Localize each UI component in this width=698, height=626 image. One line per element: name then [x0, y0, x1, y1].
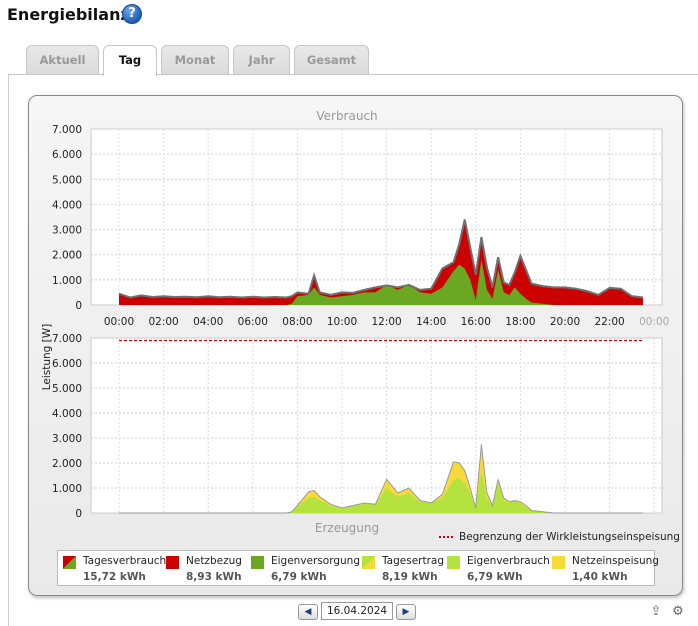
y-tick-label: 7.000	[52, 333, 82, 345]
legend-label: Eigenversorgung	[271, 555, 360, 567]
line-tagesverbrauch	[118, 219, 644, 299]
y-tick-label: 4.000	[52, 199, 82, 211]
export-icon[interactable]: ⇪	[650, 604, 662, 619]
gear-icon[interactable]: ⚙	[672, 604, 684, 619]
y-tick-label: 6.000	[52, 358, 82, 370]
arrow-right-icon: ▶	[402, 607, 410, 617]
next-day-button[interactable]: ▶	[396, 604, 416, 620]
tab-tag[interactable]: Tag	[103, 45, 157, 76]
y-tick-label: 5.000	[52, 383, 82, 395]
x-tick-label: 18:00	[505, 316, 535, 328]
legend-label: Netzbezug	[186, 555, 242, 567]
legend-swatch	[166, 556, 179, 569]
legend-value: 6,79 kWh	[271, 571, 327, 583]
y-tick-label: 1.000	[52, 275, 82, 287]
arrow-left-icon: ◀	[304, 607, 312, 617]
legend-label: Netzeinspeisung	[572, 555, 659, 567]
legend-value: 8,93 kWh	[186, 571, 242, 583]
area-eigenversorgung	[119, 259, 644, 305]
legend-value: 1,40 kWh	[572, 571, 628, 583]
x-tick-label: 06:00	[238, 316, 268, 328]
legend-label: Eigenverbrauch	[467, 555, 550, 567]
y-tick-label: 7.000	[52, 124, 82, 136]
x-tick-label: 20:00	[550, 316, 580, 328]
plot-area	[90, 128, 663, 306]
x-tick-label: 14:00	[416, 316, 446, 328]
legend-swatch	[447, 556, 460, 569]
legend-value: 8,19 kWh	[382, 571, 438, 583]
legend-value: 15,72 kWh	[83, 571, 146, 583]
y-tick-label: 5.000	[52, 174, 82, 186]
x-tick-label: 16:00	[461, 316, 491, 328]
tab-gesamt[interactable]: Gesamt	[294, 45, 369, 75]
page-title: Energiebilanz	[7, 5, 130, 24]
line-tagesertrag	[119, 444, 644, 514]
tab-monat[interactable]: Monat	[161, 45, 229, 75]
legend-value: 6,79 kWh	[467, 571, 523, 583]
tab-aktuell[interactable]: Aktuell	[26, 45, 99, 75]
y-tick-label: 3.000	[52, 225, 82, 237]
x-tick-label: 08:00	[282, 316, 312, 328]
x-tick-label: 00:00	[104, 316, 134, 328]
plot-area	[90, 337, 663, 514]
legend-label: Tagesertrag	[382, 555, 445, 567]
tab-jahr[interactable]: Jahr	[233, 45, 290, 75]
prev-day-button[interactable]: ◀	[298, 604, 318, 620]
area-netzbezug	[119, 219, 644, 305]
content-frame-border	[8, 74, 9, 626]
legend-swatch	[251, 556, 264, 569]
limit-legend-label: Begrenzung der Wirkleistungseinspeisung	[459, 531, 680, 543]
y-tick-label: 3.000	[52, 433, 82, 445]
legend-swatch	[552, 556, 565, 569]
y-tick-label: 2.000	[52, 250, 82, 262]
help-icon[interactable]: ?	[122, 4, 142, 24]
x-tick-label: 10:00	[327, 316, 357, 328]
y-tick-label: 1.000	[52, 483, 82, 495]
y-tick-label: 0	[75, 508, 82, 520]
x-tick-label: 02:00	[148, 316, 178, 328]
area-eigenverbrauch	[119, 470, 644, 513]
y-tick-label: 0	[75, 300, 82, 312]
x-tick-label: 04:00	[193, 316, 223, 328]
x-tick-label: 22:00	[594, 316, 624, 328]
x-tick-label: 12:00	[371, 316, 401, 328]
legend-swatch	[362, 556, 375, 569]
legend: Tagesverbrauch 15,72 kWh Netzbezug 8,93 …	[57, 550, 659, 586]
x-tick-label: 00:00	[639, 316, 669, 328]
y-tick-label: 4.000	[52, 408, 82, 420]
chart-title: Verbrauch	[316, 109, 377, 123]
y-tick-label: 2.000	[52, 458, 82, 470]
limit-legend-dash	[439, 536, 453, 538]
tab-divider	[8, 74, 698, 75]
date-field[interactable]: 16.04.2024	[321, 602, 393, 620]
legend-swatch	[63, 556, 76, 569]
y-tick-label: 6.000	[52, 149, 82, 161]
limit-legend: Begrenzung der Wirkleistungseinspeisung	[439, 531, 680, 543]
chart-title: Erzeugung	[315, 521, 379, 535]
y-axis-label: Leistung [W]	[41, 324, 53, 391]
legend-label: Tagesverbrauch	[83, 555, 167, 567]
